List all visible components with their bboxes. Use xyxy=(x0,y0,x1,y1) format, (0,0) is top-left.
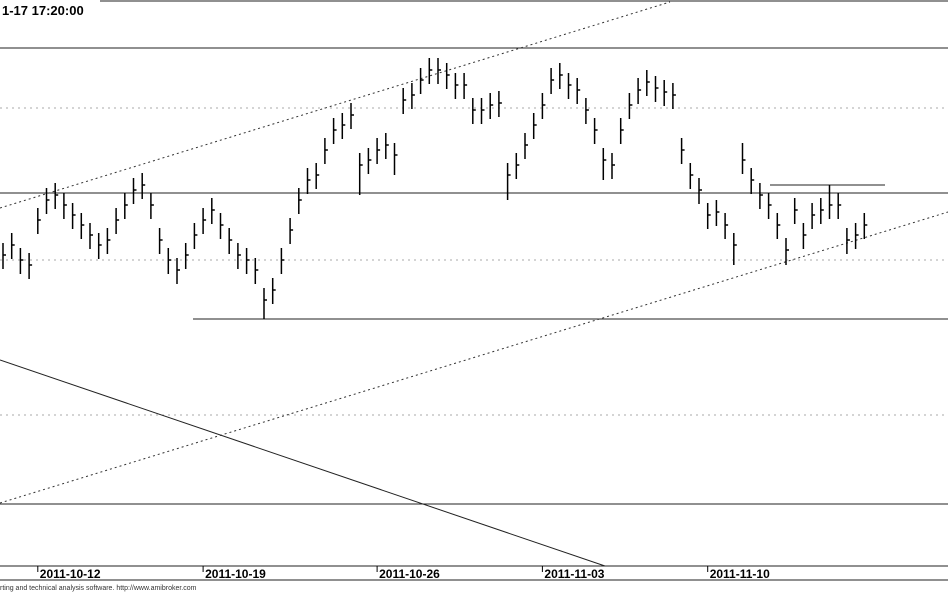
trend-line xyxy=(0,359,606,567)
chart-title: 1-17 17:20:00 xyxy=(2,3,84,18)
x-tick-label: 2011-11-10 xyxy=(710,567,770,581)
x-tick-label: 2011-11-03 xyxy=(544,567,604,581)
trend-channel-upper xyxy=(0,1,671,209)
title-bg xyxy=(0,0,100,20)
x-tick-label: 2011-10-26 xyxy=(379,567,440,581)
trend-channel-lower xyxy=(0,211,948,504)
x-tick-label: 2011-10-12 xyxy=(40,567,101,581)
x-tick-label: 2011-10-19 xyxy=(205,567,266,581)
footer-text: rting and technical analysis software. h… xyxy=(0,585,197,592)
